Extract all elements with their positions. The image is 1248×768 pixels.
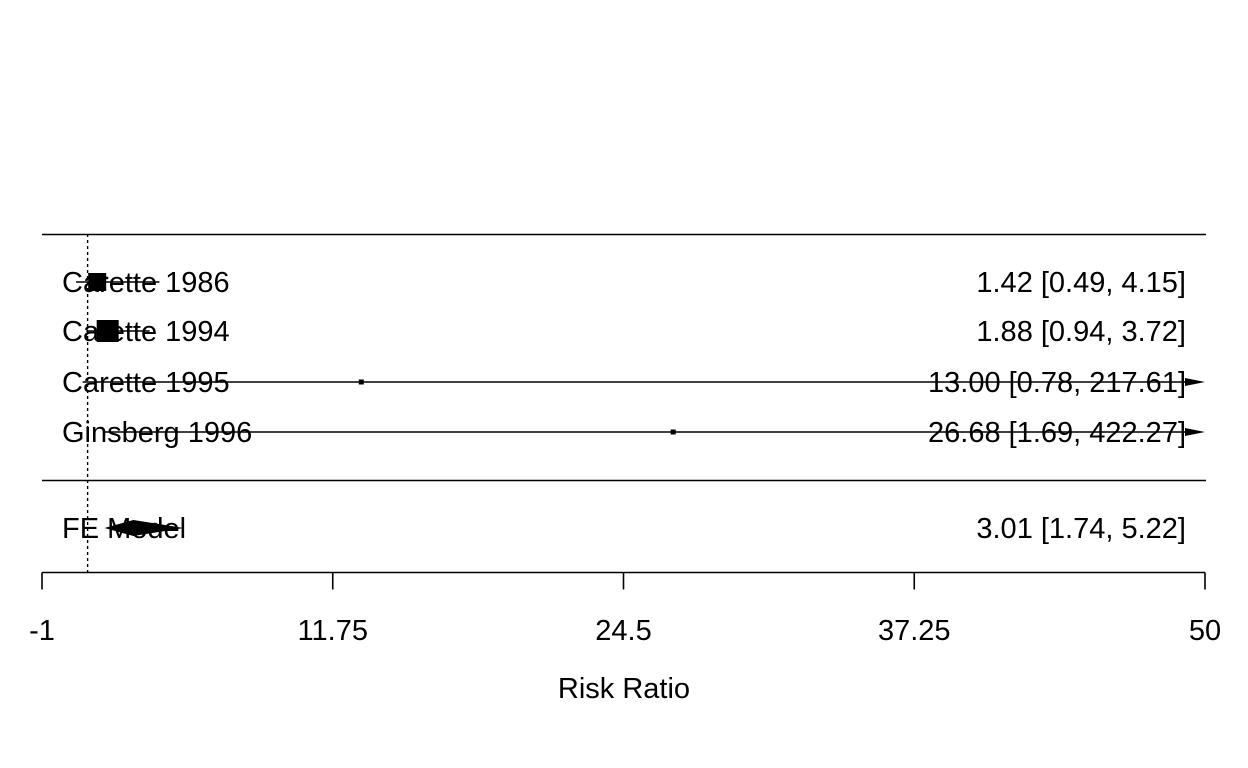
study-label: Ginsberg 1996 xyxy=(62,417,252,449)
x-axis-label: Risk Ratio xyxy=(558,673,690,705)
plot-frame xyxy=(42,233,1206,572)
x-tick-label: 50 xyxy=(1189,615,1221,647)
x-axis: -1 11.75 24.5 37.25 50 xyxy=(29,571,1221,647)
study-label: Carette 1994 xyxy=(62,316,230,348)
study-row: Carette 1994 1.88 [0.94, 3.72] xyxy=(62,316,1186,348)
study-estimate-text: 26.68 [1.69, 422.27] xyxy=(928,417,1186,449)
ci-arrow xyxy=(1185,378,1205,386)
study-row: Carette 1986 1.42 [0.49, 4.15] xyxy=(62,267,1186,299)
point-estimate xyxy=(96,320,119,342)
study-estimate-text: 1.88 [0.94, 3.72] xyxy=(976,316,1186,348)
study-row: Carette 1995 13.00 [0.78, 217.61] xyxy=(62,367,1205,399)
x-tick-label: -1 xyxy=(29,615,55,647)
summary-diamond xyxy=(104,520,184,536)
point-estimate xyxy=(358,379,364,385)
point-estimate xyxy=(88,273,107,291)
study-row: Ginsberg 1996 26.68 [1.69, 422.27] xyxy=(62,417,1205,449)
point-estimate xyxy=(670,429,676,435)
study-estimate-text: 1.42 [0.49, 4.15] xyxy=(976,267,1186,299)
study-label: Carette 1986 xyxy=(62,267,230,299)
study-label: Carette 1995 xyxy=(62,367,230,399)
x-tick-label: 37.25 xyxy=(878,615,951,647)
study-estimate-text: 13.00 [0.78, 217.61] xyxy=(928,367,1186,399)
x-tick-label: 24.5 xyxy=(595,615,651,647)
summary-row: FE Model3.01 [1.74, 5.22] xyxy=(62,513,1186,545)
ci-arrow xyxy=(1185,428,1205,436)
study-rows: Carette 1986 1.42 [0.49, 4.15] Carette 199… xyxy=(62,267,1205,449)
summary-estimate-text: 3.01 [1.74, 5.22] xyxy=(976,513,1186,545)
x-tick-label: 11.75 xyxy=(298,615,368,647)
